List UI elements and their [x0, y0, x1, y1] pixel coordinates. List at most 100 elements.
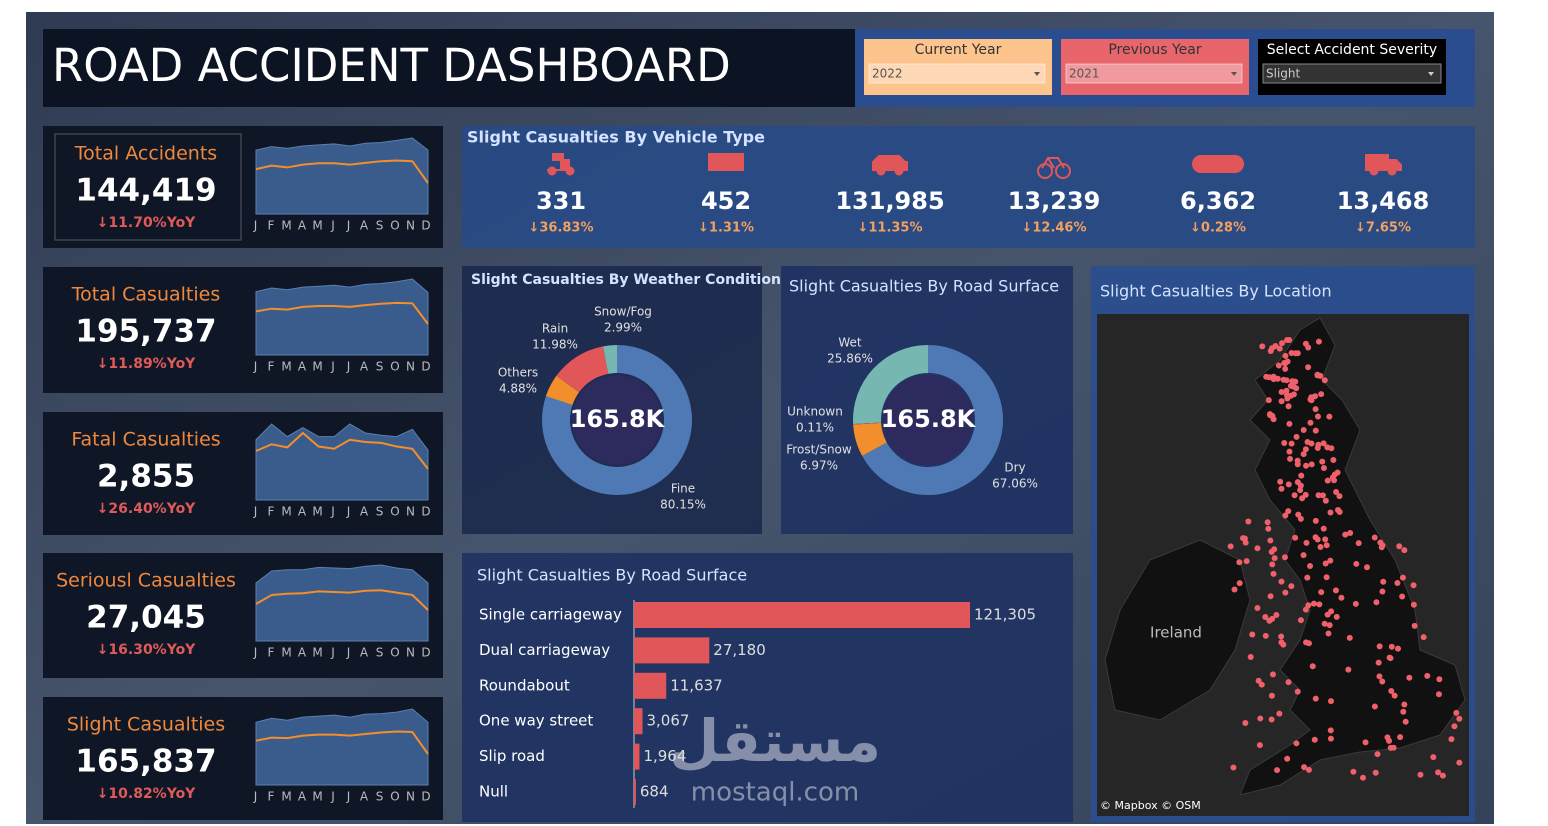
location-dot — [1307, 419, 1314, 426]
slice-value: 6.97% — [800, 459, 838, 473]
kpi-title: Slight Casualties — [67, 714, 225, 736]
sparkline — [255, 589, 429, 611]
location-dot — [1320, 440, 1327, 447]
location-dot — [1327, 509, 1334, 516]
filter — [864, 39, 1052, 95]
location-dot — [1305, 344, 1312, 351]
header-panel — [43, 29, 857, 107]
location-dot — [1375, 659, 1382, 666]
bar — [634, 602, 970, 628]
location-dot — [1298, 472, 1305, 479]
location-dot — [1277, 478, 1284, 485]
month-label: A — [360, 505, 369, 519]
location-dot — [1241, 535, 1248, 542]
kpi-yoy: ↓11.70%YoY — [97, 215, 197, 231]
slice-value: 2.99% — [604, 321, 642, 335]
location-dot — [1269, 345, 1276, 352]
month-label: M — [281, 790, 292, 804]
donut-slice — [853, 422, 882, 425]
month-label: J — [253, 360, 259, 374]
dropdown[interactable] — [1262, 63, 1442, 84]
chart-title: Slight Casualties By Road Surface — [789, 277, 1059, 296]
month-label: A — [360, 360, 369, 374]
location-dot — [1243, 558, 1250, 565]
location-dot — [1258, 681, 1265, 688]
location-dot — [1377, 539, 1384, 546]
location-dot — [1278, 578, 1285, 585]
sparkline-area — [255, 137, 429, 215]
chart-title: Slight Casualties By Weather Condition — [471, 272, 781, 288]
location-dot — [1288, 440, 1295, 447]
donut-slice — [853, 422, 887, 456]
location-dot — [1271, 546, 1278, 553]
location-dot — [1283, 377, 1290, 384]
location-dot — [1310, 600, 1317, 607]
month-label: F — [268, 219, 276, 233]
panel-title: Slight Casualties By Location — [1100, 282, 1332, 301]
sparkline-area — [255, 278, 429, 356]
location-dot — [1314, 413, 1321, 420]
bar — [634, 708, 643, 735]
location-dot — [1227, 543, 1234, 550]
month-label: A — [360, 790, 369, 804]
location-dot — [1401, 547, 1408, 554]
sparkline-area — [255, 708, 429, 786]
vehicle-change: ↓11.35% — [857, 221, 922, 236]
location-dot — [1331, 477, 1338, 484]
location-dot — [1326, 622, 1333, 629]
month-label: F — [268, 646, 276, 660]
location-dot — [1286, 420, 1293, 427]
location-dot — [1307, 396, 1314, 403]
month-label: J — [253, 790, 259, 804]
location-dot — [1302, 606, 1309, 613]
location-dot — [1406, 674, 1413, 681]
road-type-panel — [462, 553, 1073, 822]
bar — [634, 637, 710, 664]
location-dot — [1294, 688, 1301, 695]
location-dot — [1297, 617, 1304, 624]
donut-slice — [542, 345, 692, 495]
vehicle-value: 452 — [701, 187, 751, 215]
dropdown[interactable] — [868, 63, 1046, 84]
month-label: M — [281, 360, 292, 374]
month-label: J — [253, 646, 259, 660]
location-dot — [1327, 698, 1334, 705]
location-dot — [1300, 451, 1307, 458]
month-label: N — [406, 505, 416, 519]
slice-label: Unknown — [787, 405, 843, 419]
location-dot — [1346, 634, 1353, 641]
month-label: S — [376, 790, 385, 804]
dropdown-arrow — [1428, 72, 1434, 76]
location-dot — [1278, 398, 1285, 405]
month-label: S — [376, 646, 385, 660]
location-dot — [1320, 464, 1327, 471]
location-dot — [1318, 391, 1325, 398]
kpi-value: 2,855 — [97, 459, 195, 495]
month-label: J — [330, 219, 336, 233]
location-dot — [1378, 544, 1385, 551]
location-dot — [1402, 718, 1409, 725]
location-dot — [1314, 445, 1321, 452]
location-dot — [1267, 537, 1274, 544]
bar-label: Single carriageway — [479, 606, 622, 624]
location-dot — [1281, 440, 1288, 447]
bar-value: 1,964 — [643, 747, 686, 765]
slice-label: Dry — [1004, 461, 1025, 475]
bar-value: 11,637 — [670, 676, 723, 694]
dropdown-value: 2022 — [872, 67, 903, 81]
wheel — [565, 166, 575, 176]
dropdown[interactable] — [1065, 63, 1243, 84]
location-dot — [1282, 365, 1289, 372]
month-label: A — [298, 646, 307, 660]
location-dot — [1388, 643, 1395, 650]
month-label: O — [390, 646, 400, 660]
bar-value: 27,180 — [713, 641, 766, 659]
month-label: J — [330, 646, 336, 660]
location-dot — [1401, 701, 1408, 708]
location-dot — [1321, 620, 1328, 627]
map-place-label: Ireland — [1150, 624, 1202, 642]
slice-value: 11.98% — [532, 338, 578, 352]
month-label: O — [390, 360, 400, 374]
location-dot — [1332, 587, 1339, 594]
location-dot — [1282, 352, 1289, 359]
